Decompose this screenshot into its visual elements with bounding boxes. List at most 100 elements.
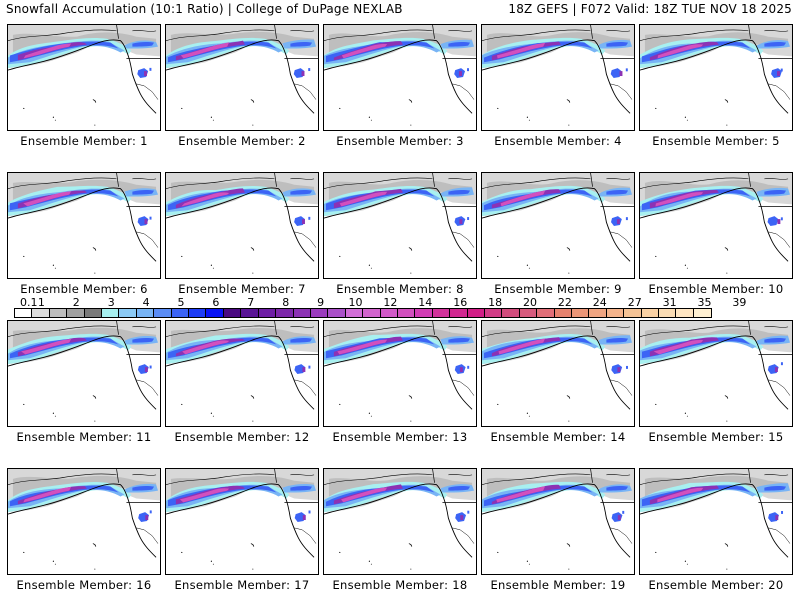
coastline (640, 335, 789, 410)
snow-purple-core (17, 190, 87, 209)
alaska-canada-border (274, 173, 277, 187)
snow-magenta-core (23, 43, 72, 59)
snow-magenta-core (337, 339, 388, 355)
ensemble-member-map (639, 172, 793, 279)
alaska-canada-border (432, 173, 435, 187)
colorbar-tick-label: 31 (662, 296, 677, 309)
colorbar-tick-label: 6 (212, 296, 220, 309)
alaska-canada-border (116, 25, 119, 39)
chart-title: Snowfall Accumulation (10:1 Ratio) | Col… (6, 2, 403, 16)
alaska-canada-border (274, 469, 277, 483)
hawaii-islands (92, 247, 97, 251)
ensemble-member-label: Ensemble Member: 15 (648, 430, 784, 444)
ensemble-member-map (323, 468, 477, 575)
snow-lightblue-band (640, 188, 757, 213)
coastline (324, 39, 473, 114)
ensemble-member-map (481, 468, 635, 575)
snow-magenta-core (21, 339, 72, 355)
coastline (482, 187, 631, 262)
alaska-canada-border (116, 173, 119, 187)
colorbar-swatch (624, 309, 642, 317)
snow-lightblue-band (640, 336, 757, 361)
colorbar-swatch (380, 309, 398, 317)
coastline (482, 335, 631, 410)
ensemble-member-label: Ensemble Member: 11 (16, 430, 152, 444)
colorbar-tick-label: 7 (247, 296, 255, 309)
alaska-canada-border (274, 321, 277, 335)
colorbar-tick-labels: 0.1 1 2 3 4 5 6 7 8 9 10 12 14 16 18 20 22 24 27 31 35 39 (0, 296, 800, 309)
hawaii-islands (92, 99, 97, 103)
hawaii-islands (92, 395, 97, 399)
ensemble-member-label: Ensemble Member: 12 (174, 430, 310, 444)
alaska-canada-border (432, 469, 435, 483)
colorbar-swatch (641, 309, 660, 317)
hawaii-islands (566, 543, 571, 547)
alaska-canada-border (590, 469, 593, 483)
ensemble-member-label: Ensemble Member: 4 (494, 134, 622, 148)
snow-magenta-core (657, 44, 704, 59)
snow-lightblue-band (482, 188, 599, 213)
ensemble-member-label: Ensemble Member: 1 (20, 134, 148, 148)
snow-magenta-core (180, 42, 230, 59)
coastline (324, 187, 473, 262)
hawaii-islands (724, 543, 729, 547)
colorbar-swatch (310, 309, 329, 317)
coastline (324, 335, 473, 410)
colorbar-tick-label: 39 (732, 296, 747, 309)
colorbar-swatch (676, 309, 694, 317)
alaska-canada-border (432, 25, 435, 39)
ensemble-member-label: Ensemble Member: 5 (652, 134, 780, 148)
snow-lightblue-band (482, 484, 599, 509)
colorbar-swatch (258, 309, 277, 317)
ensemble-member-label: Ensemble Member: 8 (336, 282, 464, 296)
snow-magenta-core (657, 487, 704, 503)
ensemble-member-label: Ensemble Member: 2 (178, 134, 306, 148)
coastline (166, 39, 315, 114)
coastline (482, 39, 631, 114)
coastline (166, 483, 315, 558)
colorbar-swatch (519, 309, 538, 317)
coastline (482, 483, 631, 558)
colorbar-swatch (293, 309, 311, 317)
colorbar-swatch (206, 309, 224, 317)
snow-magenta-core (23, 486, 72, 503)
snow-magenta-core (497, 42, 546, 59)
coastline (8, 39, 157, 114)
colorbar-tick-label: 18 (488, 296, 503, 309)
ensemble-member-label: Ensemble Member: 19 (490, 578, 626, 592)
colorbar-tick-label: 16 (453, 296, 468, 309)
colorbar-swatch (363, 309, 381, 317)
colorbar-swatch (450, 309, 468, 317)
colorbar-tick-label: 14 (418, 296, 433, 309)
colorbar-tick-label: 10 (348, 296, 363, 309)
hawaii-islands (566, 247, 571, 251)
hawaii-islands (566, 99, 571, 103)
snow-purple-core (491, 41, 561, 61)
ensemble-member-map (7, 172, 161, 279)
snow-purple-core (17, 486, 87, 505)
snow-lightblue-band (166, 188, 283, 213)
ensemble-member-label: Ensemble Member: 3 (336, 134, 464, 148)
snow-lightblue-band (8, 336, 125, 361)
colorbar-swatch (119, 309, 137, 317)
snow-lightblue-band (8, 484, 125, 509)
colorbar-swatch (276, 309, 294, 317)
alaska-canada-border (748, 469, 751, 483)
colorbar-swatch (484, 309, 503, 317)
alaska-canada-border (432, 321, 435, 335)
colorbar-tick-label: 27 (627, 296, 642, 309)
snow-lightblue-band (324, 188, 441, 213)
snow-lightblue-band (166, 336, 283, 361)
snow-magenta-core (500, 190, 546, 207)
ensemble-member-label: Ensemble Member: 17 (174, 578, 310, 592)
colorbar (14, 308, 712, 318)
snow-magenta-core (341, 43, 388, 59)
ensemble-member-label: Ensemble Member: 6 (20, 282, 148, 296)
snow-lightblue-band (8, 40, 125, 65)
snow-purple-core (175, 338, 245, 357)
hawaii-islands (250, 543, 255, 547)
snow-magenta-core (181, 192, 230, 207)
colorbar-swatch (659, 309, 677, 317)
colorbar-tick-label: 35 (697, 296, 712, 309)
coastline (8, 483, 157, 558)
